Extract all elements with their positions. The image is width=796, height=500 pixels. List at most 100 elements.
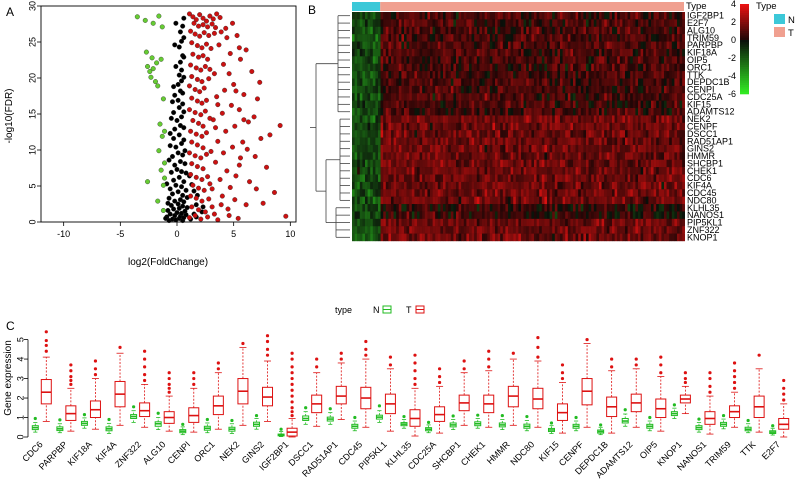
heatmap-cell [630, 211, 633, 220]
heatmap-cell [604, 174, 607, 183]
heatmap-cell [521, 181, 524, 190]
heatmap-cell [534, 41, 537, 50]
heatmap-cell [669, 71, 672, 79]
heatmap-cell [471, 19, 475, 27]
heatmap-cell [588, 85, 592, 94]
heatmap-cell [661, 159, 665, 168]
type-legend-swatch-t [774, 27, 785, 37]
heatmap-cell [502, 93, 506, 101]
box-outlier [315, 357, 319, 361]
heatmap-cell [619, 56, 623, 64]
heatmap-cell [445, 78, 449, 87]
heatmap-cell [448, 108, 451, 116]
heatmap-cell [547, 204, 550, 212]
heatmap-cell [521, 78, 524, 87]
heatmap-cell [458, 218, 462, 227]
heatmap-cell [609, 189, 613, 197]
heatmap-cell [614, 100, 618, 109]
heatmap-cell [648, 189, 652, 197]
heatmap-cell [393, 100, 397, 109]
heatmap-cell [378, 71, 381, 79]
heatmap-cell [495, 181, 498, 190]
box-outlier [192, 382, 196, 386]
heatmap-cell [625, 130, 628, 138]
heatmap-cell [612, 181, 615, 190]
heatmap-cell [518, 144, 522, 153]
heatmap-cell [406, 100, 410, 109]
heatmap-cell [669, 19, 672, 27]
heatmap-cell [359, 115, 363, 124]
heatmap-cell [445, 196, 449, 205]
heatmap-cell [450, 78, 454, 87]
heatmap-cell [521, 174, 524, 183]
heatmap-cell [378, 174, 381, 183]
heatmap-cell [601, 100, 605, 109]
heatmap-cell [393, 144, 397, 153]
heatmap-cell [656, 108, 659, 116]
heatmap-cell [622, 218, 626, 227]
heatmap-cell [531, 63, 535, 72]
heatmap-cell [580, 167, 584, 175]
heatmap-cell [560, 130, 563, 138]
heatmap-cell [443, 130, 446, 138]
heatmap-cell [544, 152, 548, 160]
heatmap-cell [593, 211, 597, 220]
heatmap-cell [565, 34, 568, 42]
heatmap-cell [536, 137, 540, 146]
heatmap-cell [554, 108, 558, 116]
heatmap-cell [388, 100, 392, 109]
heatmap-cell [567, 167, 571, 175]
heatmap-gene-label: NDC80 [687, 195, 717, 205]
heatmap-cell [565, 211, 568, 220]
heatmap-cell [461, 152, 464, 160]
heatmap-cell [526, 233, 529, 242]
volcano-point-up [186, 150, 192, 156]
heatmap-cell [593, 115, 597, 124]
heatmap-cell [445, 26, 449, 35]
heatmap-cell [528, 144, 532, 153]
heatmap-cell [487, 196, 490, 205]
heatmap-cell [593, 181, 597, 190]
heatmap-cell [661, 152, 665, 160]
heatmap-cell [521, 196, 524, 205]
heatmap-cell [677, 93, 680, 101]
heatmap-cell [482, 226, 485, 234]
heatmap-cell [445, 19, 449, 27]
heatmap-cell [427, 93, 431, 101]
heatmap-cell [370, 211, 373, 220]
heatmap-cell [432, 115, 436, 124]
type-legend-label: T [788, 28, 794, 39]
heatmap-cell [487, 71, 490, 79]
volcano-point-up [192, 153, 198, 159]
heatmap-cell [658, 211, 662, 220]
heatmap-cell [502, 211, 506, 220]
heatmap-cell [651, 204, 654, 212]
heatmap-cell [401, 12, 405, 20]
heatmap-cell [388, 108, 392, 116]
heatmap-cell [432, 204, 436, 212]
heatmap-cell [393, 26, 397, 35]
heatmap-cell [596, 41, 600, 50]
volcano-point-up [243, 47, 249, 53]
heatmap-cell [463, 71, 467, 79]
heatmap-cell [617, 100, 620, 109]
box-outlier [525, 414, 529, 419]
volcano-point-down [155, 83, 161, 89]
heatmap-cell [404, 174, 407, 183]
heatmap-cell [378, 211, 381, 220]
heatmap-cell [352, 122, 355, 131]
heatmap-cell [625, 93, 628, 101]
heatmap-cell [422, 159, 425, 168]
heatmap-cell [674, 152, 678, 160]
heatmap-cell [614, 211, 618, 220]
volcano-point-down [150, 66, 156, 72]
heatmap-cell [505, 137, 509, 146]
heatmap-cell [380, 34, 384, 42]
heatmap-cell [495, 152, 498, 160]
heatmap-cell [388, 181, 392, 190]
heatmap-cell [544, 159, 548, 168]
heatmap-cell [380, 218, 384, 227]
boxplot-boxes [31, 330, 790, 438]
heatmap-cell [443, 189, 446, 197]
heatmap-cell [419, 26, 423, 35]
